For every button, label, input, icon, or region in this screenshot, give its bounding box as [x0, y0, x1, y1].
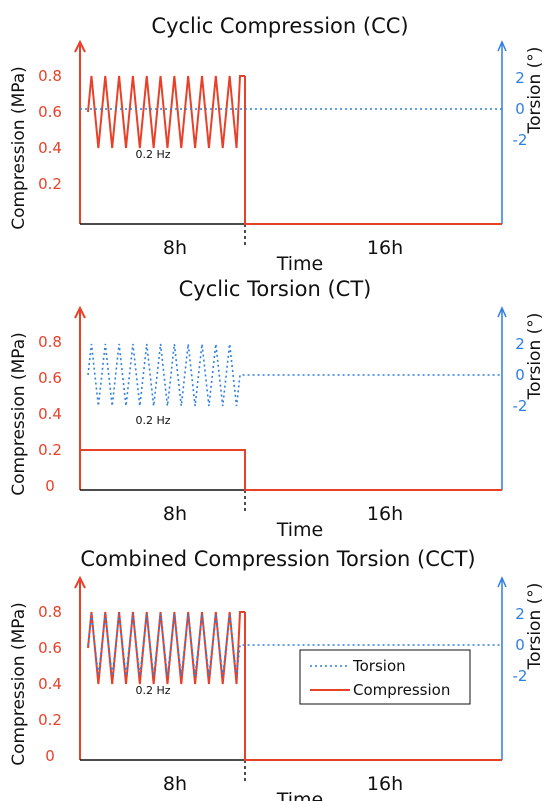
- x-axis-label: Time: [276, 789, 324, 801]
- chart-title: Cyclic Torsion (CT): [179, 277, 372, 301]
- frequency-label: 0.2 Hz: [135, 148, 170, 161]
- right-axis-arrow: [497, 306, 507, 318]
- right-tick-label: 2: [515, 69, 525, 87]
- left-axis-label: Compression (MPa): [9, 66, 29, 230]
- right-tick-label: -2: [513, 667, 528, 685]
- left-tick-label: 0.4: [38, 405, 62, 423]
- right-tick-label: -2: [513, 397, 528, 415]
- compression-series-line: [80, 449, 502, 491]
- right-axis-label: Torsion (°): [525, 313, 545, 401]
- compression-rest-line: [244, 76, 502, 225]
- chart-panel-1: Cyclic Compression (CC) 0.8 0.6 0.4 0.2 2 0 -2 C…: [9, 14, 545, 275]
- right-tick-label: 2: [515, 335, 525, 353]
- legend-label: Compression: [353, 681, 450, 699]
- left-tick-label: 0.4: [38, 675, 62, 693]
- frequency-label: 0.2 Hz: [135, 684, 170, 697]
- right-tick-label: -2: [513, 131, 528, 149]
- right-axis-arrow: [497, 576, 507, 588]
- segment-label: 8h: [163, 503, 187, 525]
- left-tick-label: 0: [45, 747, 55, 765]
- right-axis-arrow: [497, 40, 507, 52]
- left-axis-label: Compression (MPa): [9, 332, 29, 496]
- x-axis-label: Time: [276, 519, 324, 541]
- left-tick-label: 0: [45, 477, 55, 495]
- chart-title: Cyclic Compression (CC): [151, 14, 408, 38]
- right-tick-label: 0: [515, 636, 525, 654]
- x-axis-label: Time: [276, 253, 324, 275]
- left-tick-label: 0.4: [38, 139, 62, 157]
- left-tick-label: 0.2: [38, 175, 62, 193]
- left-tick-label: 0.2: [38, 441, 62, 459]
- left-tick-label: 0.6: [38, 103, 62, 121]
- legend-box: [299, 649, 471, 705]
- legend-label: Torsion: [352, 657, 406, 675]
- segment-label: 16h: [367, 773, 403, 795]
- right-tick-label: 2: [515, 605, 525, 623]
- compression-series-line: [87, 611, 245, 685]
- left-axis-arrow: [74, 305, 86, 319]
- left-tick-label: 0.6: [38, 369, 62, 387]
- left-tick-label: 0.6: [38, 639, 62, 657]
- segment-label: 16h: [367, 503, 403, 525]
- left-tick-label: 0.2: [38, 711, 62, 729]
- left-axis-arrow: [74, 39, 86, 53]
- right-tick-label: 0: [515, 100, 525, 118]
- left-tick-label: 0.8: [38, 603, 62, 621]
- chart-legend: Torsion Compression: [299, 649, 471, 705]
- chart-panel-2: Cyclic Torsion (CT) 0.8 0.6 0.4 0.2 0 2 0 -2 Comp…: [9, 277, 545, 541]
- segment-label: 16h: [367, 237, 403, 259]
- chart-panel-3: Combined Compression Torsion (CCT) 0.8 0.6…: [9, 547, 545, 801]
- left-tick-label: 0.8: [38, 67, 62, 85]
- segment-label: 8h: [163, 237, 187, 259]
- frequency-label: 0.2 Hz: [135, 414, 170, 427]
- right-axis-label: Torsion (°): [525, 583, 545, 671]
- right-axis-label: Torsion (°): [525, 47, 545, 135]
- left-tick-label: 0.8: [38, 333, 62, 351]
- compression-series-line: [87, 75, 245, 149]
- right-tick-label: 0: [515, 366, 525, 384]
- chart-title: Combined Compression Torsion (CCT): [80, 547, 475, 571]
- segment-label: 8h: [163, 773, 187, 795]
- compression-rest-line: [244, 612, 502, 761]
- torsion-series-line: [87, 343, 502, 407]
- left-axis-arrow: [74, 575, 86, 589]
- left-axis-label: Compression (MPa): [9, 602, 29, 766]
